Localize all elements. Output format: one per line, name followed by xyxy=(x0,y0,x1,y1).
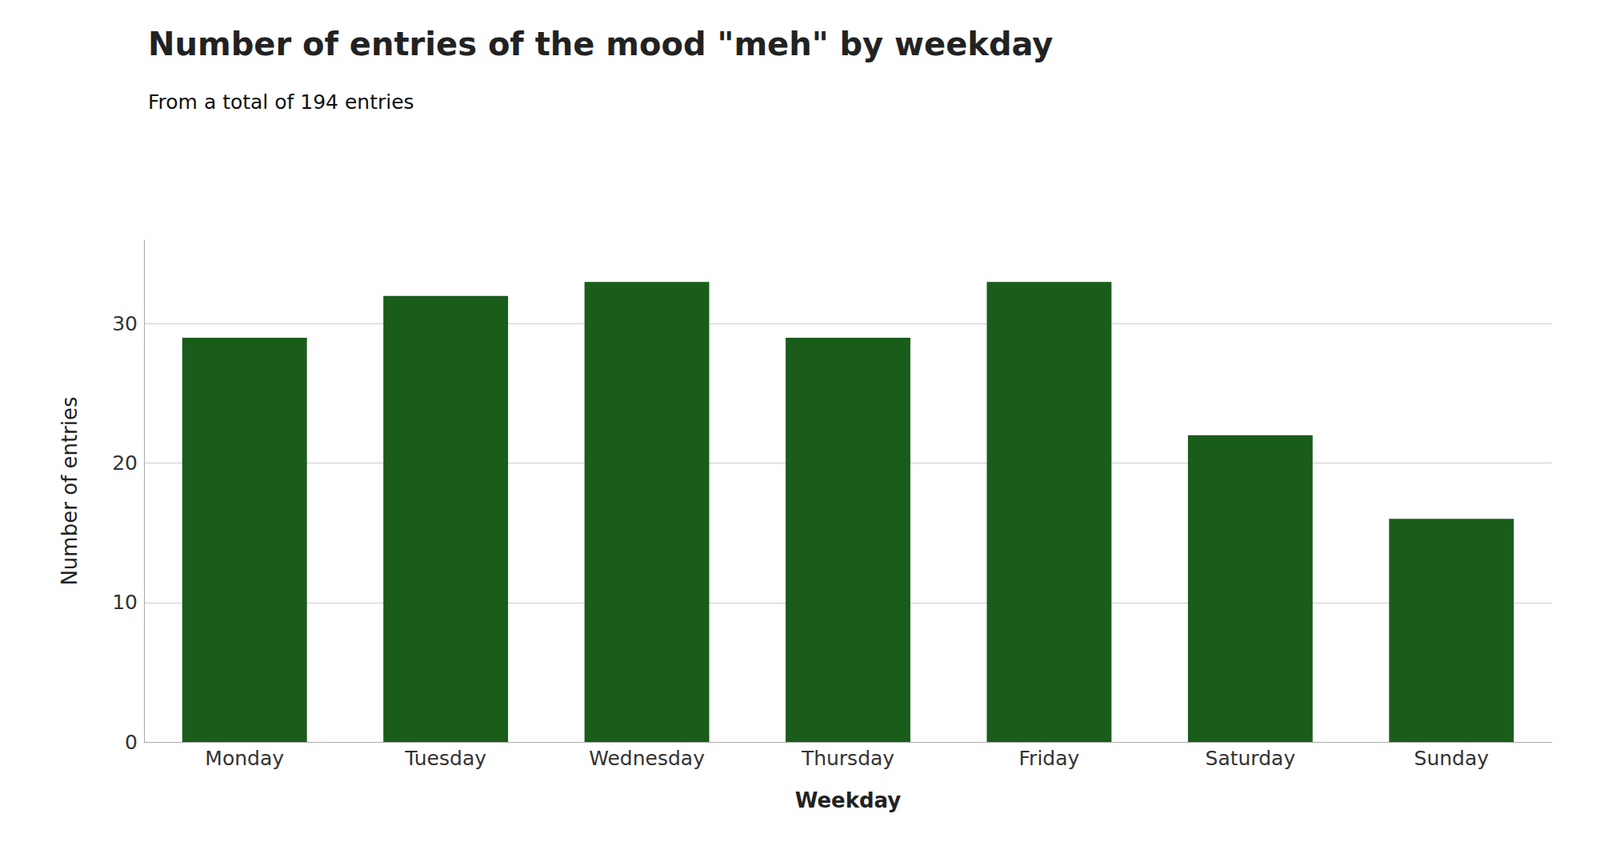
svg-text:Saturday: Saturday xyxy=(1205,746,1296,770)
svg-text:From a total of 194 entries: From a total of 194 entries xyxy=(148,90,415,114)
svg-text:Number of entries: Number of entries xyxy=(57,396,82,585)
svg-text:0: 0 xyxy=(124,730,138,754)
svg-text:Friday: Friday xyxy=(1019,746,1080,770)
svg-text:30: 30 xyxy=(112,312,138,336)
svg-text:Tuesday: Tuesday xyxy=(404,746,487,770)
svg-text:Weekday: Weekday xyxy=(795,788,902,812)
svg-text:Wednesday: Wednesday xyxy=(588,746,705,770)
svg-text:20: 20 xyxy=(112,451,138,475)
svg-text:Monday: Monday xyxy=(204,746,284,770)
svg-text:Thursday: Thursday xyxy=(800,746,895,770)
svg-text:Number of entries of the mood: Number of entries of the mood "meh" by w… xyxy=(148,25,1053,63)
svg-text:Sunday: Sunday xyxy=(1414,746,1490,770)
svg-text:10: 10 xyxy=(112,590,138,614)
